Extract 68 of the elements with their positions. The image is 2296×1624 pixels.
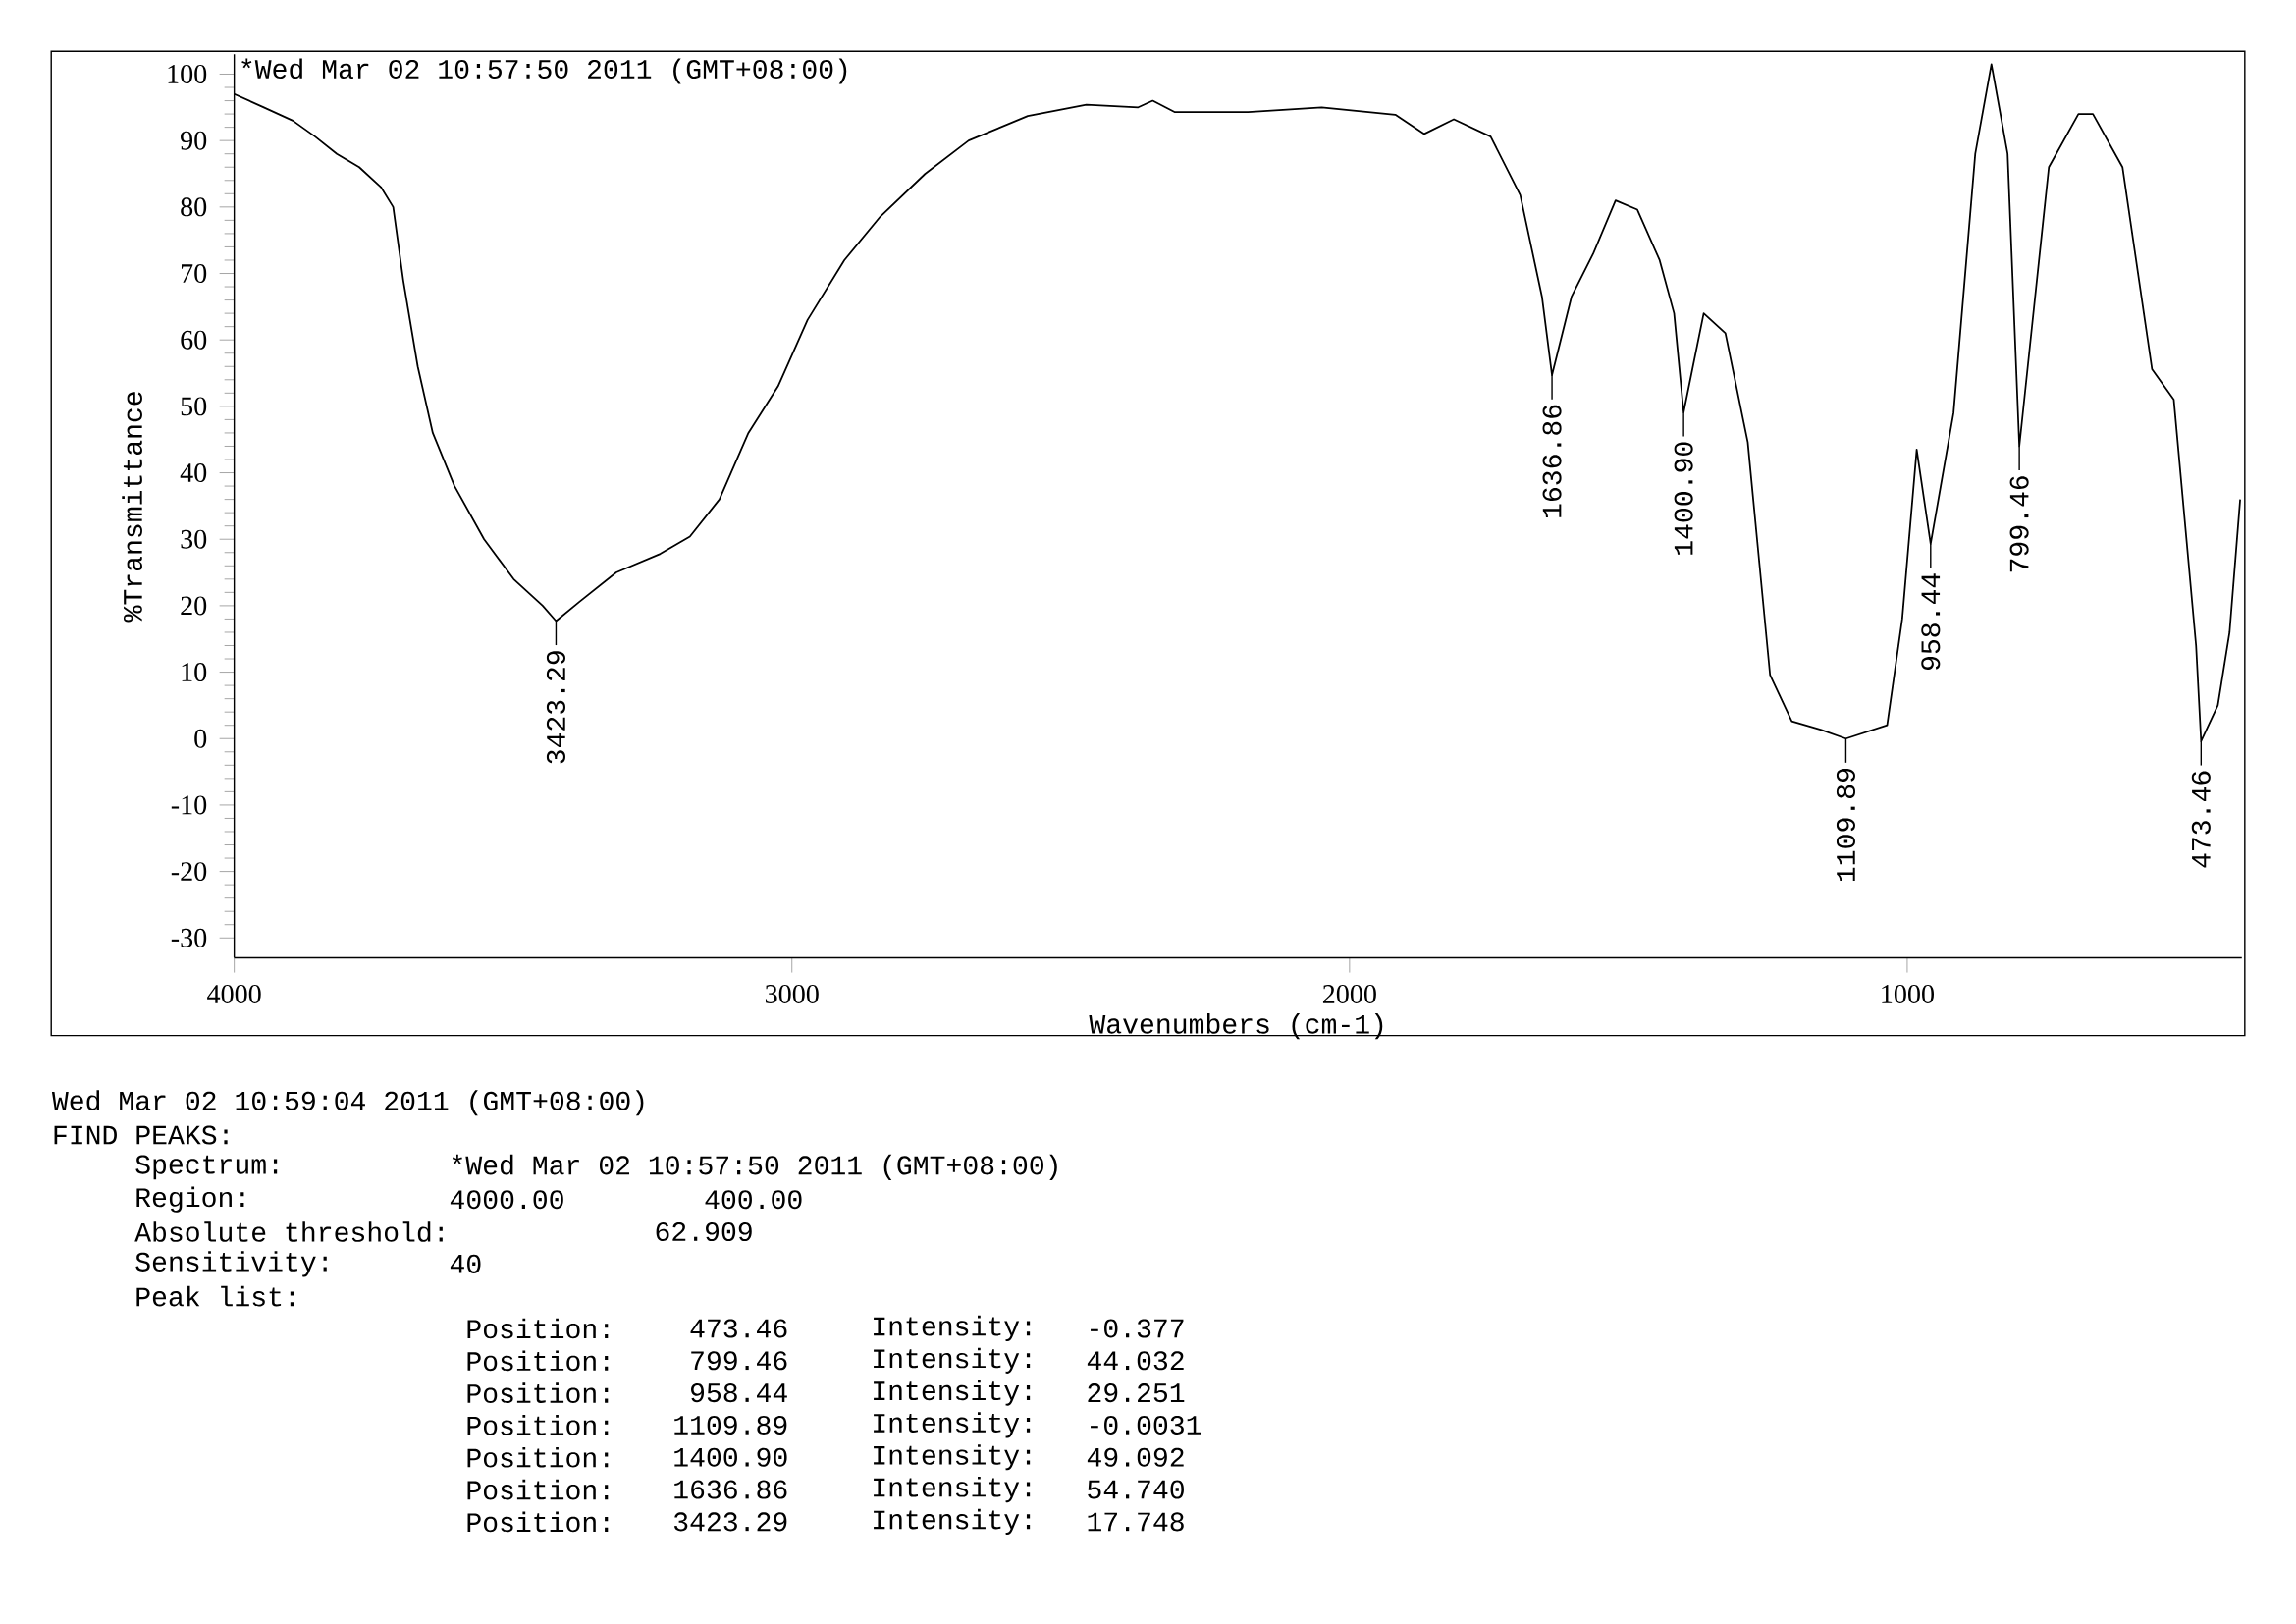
annotation: 1400.90 [1674,442,1693,555]
text: Sensitivity: [135,1251,327,1277]
y-tick-label: -20 [171,861,207,881]
text: 1636.86 [674,1480,787,1499]
annotation: 799.46 [2009,475,2029,572]
annotation: 473.46 [2191,771,2211,868]
y-tick-label: 10 [182,662,207,681]
y-tick-label: 100 [168,64,207,83]
text: Intensity: [874,1508,1031,1535]
text: Position: [467,1350,609,1371]
text: -0.0031 [1091,1415,1201,1435]
x-axis-title: Wavenumbers (cm-1) [1089,1012,1383,1040]
text: Position: [467,1318,609,1339]
text: *Wed Mar 02 10:57:50 2011 (GMT+08:00) [452,1154,1057,1180]
text: Position: [467,1382,609,1403]
text: Position: [467,1511,609,1533]
text: 49.092 [1087,1447,1184,1467]
x-tick-label: 3000 [765,984,819,1003]
text: Region: [136,1186,244,1213]
text: Position: [467,1414,609,1435]
y-tick-label: 30 [181,529,207,549]
annotation: 1109.89 [1836,768,1855,881]
text: Intensity: [874,1347,1031,1374]
text: Wed Mar 02 10:59:04 2011 (GMT+08:00) [51,1089,644,1116]
x-tick-label: 4000 [207,984,261,1003]
text: 54.740 [1088,1480,1184,1499]
text: Peak list: [136,1285,294,1307]
text: 3423.29 [673,1512,787,1532]
text: 44.032 [1087,1351,1184,1371]
y-tick-label: 70 [182,263,207,283]
x-tick-label: 2000 [1322,984,1376,1003]
text: 1400.90 [674,1447,787,1467]
annotation: 1636.86 [1542,405,1562,517]
text: 4000.00 [450,1190,563,1210]
text: 17.748 [1088,1512,1184,1532]
text: 400.00 [705,1190,802,1210]
x-tick-label: 1000 [1882,984,1934,1003]
y-tick-label: 50 [181,397,207,416]
text: Intensity: [874,1380,1031,1406]
text: Position: [467,1446,609,1468]
text: -0.377 [1091,1319,1184,1338]
text: Intensity: [874,1412,1031,1438]
annotation: 3423.29 [546,651,565,764]
y-tick-label: 60 [181,330,207,350]
text: Position: [467,1479,609,1500]
y-tick-label: 20 [181,596,207,616]
y-tick-label: 40 [180,462,207,482]
text: 958.44 [691,1382,787,1402]
text: Intensity: [874,1315,1031,1341]
y-axis-title: %Transmittance [122,392,142,623]
text: 29.251 [1088,1382,1185,1402]
text: Intensity: [874,1476,1031,1503]
text: 473.46 [690,1319,787,1338]
text: Spectrum: [135,1155,278,1180]
annotation: 958.44 [1921,573,1941,670]
y-tick-label: -10 [171,795,207,815]
text: 40 [450,1254,481,1273]
y-tick-label: -30 [171,928,207,947]
text: Intensity: [874,1443,1031,1471]
text: 1109.89 [674,1415,787,1435]
text: 62.909 [656,1221,752,1241]
y-tick-label: 0 [194,729,207,748]
y-tick-label: 90 [181,131,207,150]
text: Absolute threshold: [134,1220,443,1242]
annotation: *Wed Mar 02 10:57:50 2011 (GMT+08:00) [241,58,847,84]
text: 799.46 [691,1351,787,1371]
y-tick-label: 80 [181,197,207,217]
text: FIND PEAKS: [54,1125,228,1145]
